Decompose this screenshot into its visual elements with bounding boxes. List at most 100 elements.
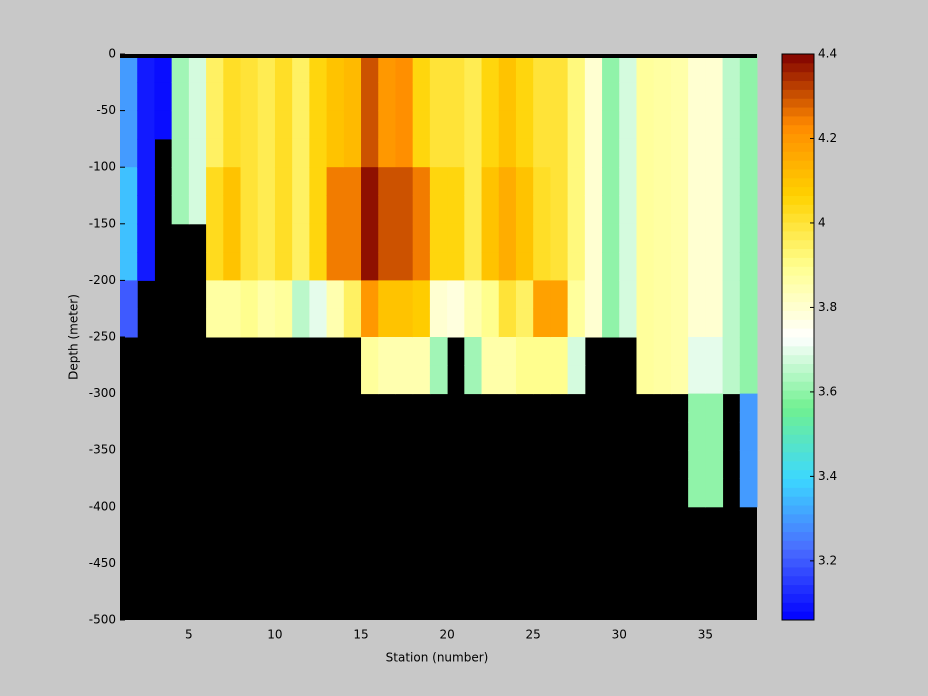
colorbar-band [782, 151, 814, 161]
heatmap-cell [705, 478, 724, 508]
heatmap-cell [636, 223, 655, 253]
heatmap-cell [206, 54, 224, 83]
heatmap-cell [240, 308, 259, 338]
heatmap-cell [343, 110, 362, 140]
colorbar-band [782, 354, 814, 365]
heatmap-cell [705, 54, 724, 83]
heatmap-cell [292, 280, 310, 310]
heatmap-cell [171, 167, 190, 196]
heatmap-cell [188, 167, 207, 196]
colorbar-band [782, 593, 814, 603]
colorbar-band [782, 62, 814, 73]
heatmap-cell [533, 308, 551, 338]
colorbar-band [782, 381, 814, 391]
colorbar-band [782, 469, 814, 479]
colorbar-band [782, 434, 814, 444]
heatmap-cell [636, 195, 655, 225]
heatmap-cell [206, 252, 224, 281]
y-tick-label: -100 [89, 160, 116, 174]
y-tick-label: -50 [96, 103, 116, 117]
heatmap-cell [464, 167, 483, 196]
heatmap-cell [378, 110, 396, 140]
heatmap-cell [498, 308, 517, 338]
heatmap-cell [447, 195, 465, 225]
heatmap-cell [670, 110, 689, 140]
heatmap-cell [326, 54, 345, 83]
colorbar-band [782, 460, 814, 471]
colorbar-band [782, 71, 814, 82]
heatmap-cell [188, 54, 207, 83]
heatmap-cell [636, 308, 655, 338]
heatmap-cell [361, 54, 379, 83]
y-tick-label: 0 [108, 47, 116, 61]
heatmap-cell [550, 308, 569, 338]
colorbar-band [782, 257, 814, 267]
heatmap-cell [120, 82, 138, 112]
heatmap-cell [567, 252, 586, 281]
colorbar-band [782, 107, 814, 117]
heatmap-cell [602, 223, 620, 253]
heatmap-cell [602, 167, 620, 196]
colorbar-band [782, 558, 814, 568]
heatmap-cell [361, 308, 379, 338]
heatmap-cell [412, 280, 431, 310]
heatmap-cell [739, 393, 758, 423]
heatmap-cell [481, 167, 500, 196]
heatmap-cell [257, 195, 276, 225]
heatmap-cell [705, 365, 724, 395]
heatmap-cell [447, 308, 465, 338]
heatmap-cell [429, 223, 448, 253]
heatmap-cell [670, 280, 689, 310]
colorbar-band [782, 213, 814, 223]
heatmap-cell [533, 337, 551, 366]
heatmap-cell [722, 280, 741, 310]
colorbar-band [782, 283, 814, 294]
colorbar-band [782, 98, 814, 108]
heatmap-cell [412, 337, 431, 366]
colorbar-band [782, 407, 814, 418]
heatmap-cell [705, 280, 724, 310]
heatmap-cell [739, 478, 758, 508]
heatmap-cell [567, 82, 586, 112]
heatmap-cell [378, 138, 396, 168]
heatmap-cell [515, 223, 534, 253]
heatmap-cell [498, 337, 517, 366]
heatmap-cell [154, 110, 173, 140]
heatmap-cell [602, 280, 620, 310]
heatmap-cell [653, 138, 672, 168]
colorbar-band [782, 496, 814, 506]
colorbar-band [782, 266, 814, 276]
heatmap-cell [464, 195, 483, 225]
heatmap-cell [533, 365, 551, 395]
heatmap-cell [602, 82, 620, 112]
heatmap-cell [309, 54, 328, 83]
heatmap-cell [206, 138, 224, 168]
heatmap-cell [206, 223, 224, 253]
heatmap-cell [515, 195, 534, 225]
heatmap-cell [274, 195, 293, 225]
heatmap-cell [223, 82, 242, 112]
heatmap-cell [533, 252, 551, 281]
heatmap-cell [619, 280, 637, 310]
heatmap-cell [739, 223, 758, 253]
heatmap-cell [481, 223, 500, 253]
heatmap-cell [292, 195, 310, 225]
heatmap-cell [705, 167, 724, 196]
heatmap-cell [481, 280, 500, 310]
colorbar-band [782, 372, 814, 382]
heatmap-cell [670, 195, 689, 225]
heatmap-cell [533, 167, 551, 196]
heatmap-cell [533, 223, 551, 253]
heatmap-cell [619, 82, 637, 112]
heatmap-cell [722, 337, 741, 366]
heatmap-cell [515, 308, 534, 338]
heatmap-cell [464, 308, 483, 338]
heatmap-cell [223, 308, 242, 338]
heatmap-cell [137, 223, 155, 253]
heatmap-cell [567, 195, 586, 225]
heatmap-cell [412, 167, 431, 196]
colorbar-band [782, 186, 814, 196]
heatmap-cell [481, 138, 500, 168]
colorbar-band [782, 611, 814, 621]
heatmap-cell [171, 54, 190, 83]
